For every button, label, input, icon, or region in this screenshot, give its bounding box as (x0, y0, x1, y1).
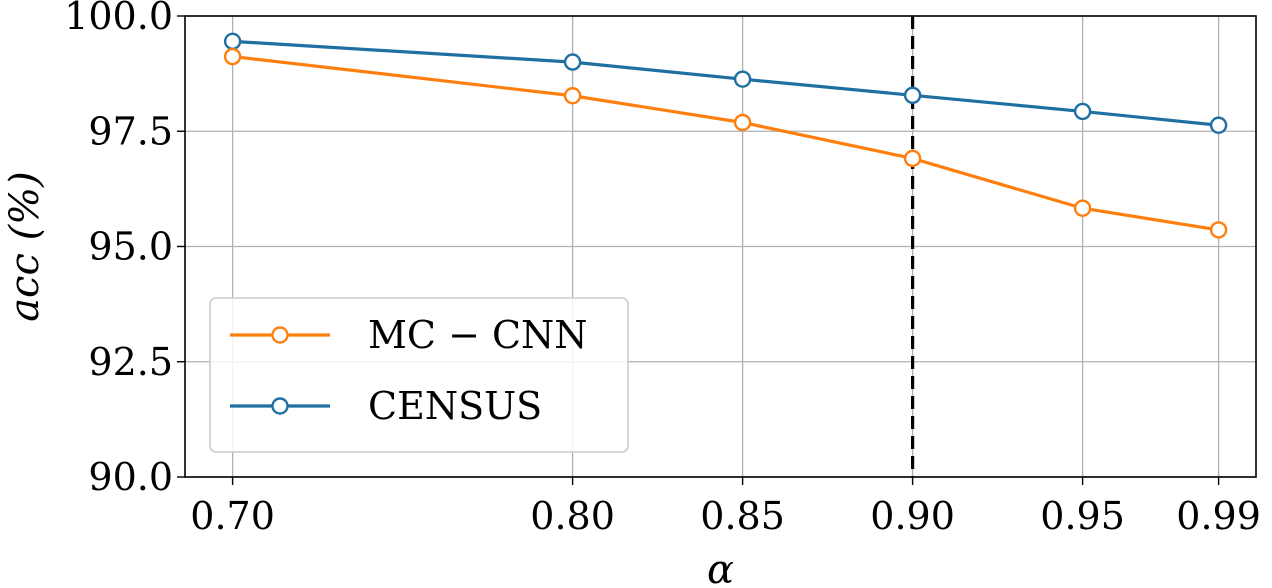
data-point (223, 32, 242, 51)
x-axis-title: α (707, 547, 734, 588)
x-tick-label: 0.95 (1040, 494, 1125, 538)
x-tick-labels: 0.70 0.80 0.85 0.90 0.95 0.99 (190, 494, 1261, 538)
data-point (733, 70, 752, 88)
tick-marks (177, 15, 1220, 485)
y-tick-label: 97.5 (88, 109, 173, 153)
y-tick-label: 92.5 (88, 340, 173, 384)
legend-marker (271, 397, 289, 415)
y-tick-label: 100.0 (64, 0, 173, 38)
data-point (1073, 199, 1092, 217)
series-line (232, 39, 1219, 127)
y-tick-labels: 90.0 92.5 95.0 97.5 100.0 (64, 0, 173, 499)
series-line (232, 54, 1219, 232)
data-point (563, 87, 582, 105)
series-group (223, 32, 1228, 239)
legend-label: CENSUS (368, 384, 542, 428)
x-tick-label: 0.90 (870, 494, 955, 538)
data-point (1209, 116, 1228, 134)
legend-marker (271, 326, 289, 344)
y-tick-label: 90.0 (88, 455, 173, 499)
y-axis-title: acc (%) (2, 171, 48, 322)
x-tick-label: 0.70 (190, 494, 275, 538)
data-point (903, 149, 922, 168)
legend-label: MC − CNN (368, 313, 588, 357)
y-tick-label: 95.0 (88, 225, 173, 269)
data-point (1209, 221, 1228, 239)
data-point (733, 113, 752, 132)
data-point (223, 47, 242, 66)
x-tick-label: 0.80 (530, 494, 615, 538)
x-tick-label: 0.85 (700, 494, 785, 538)
legend: MC − CNN CENSUS (209, 297, 629, 453)
data-point (903, 86, 922, 104)
data-point (1073, 102, 1092, 121)
x-tick-label: 0.99 (1176, 494, 1261, 538)
data-point (563, 53, 582, 71)
